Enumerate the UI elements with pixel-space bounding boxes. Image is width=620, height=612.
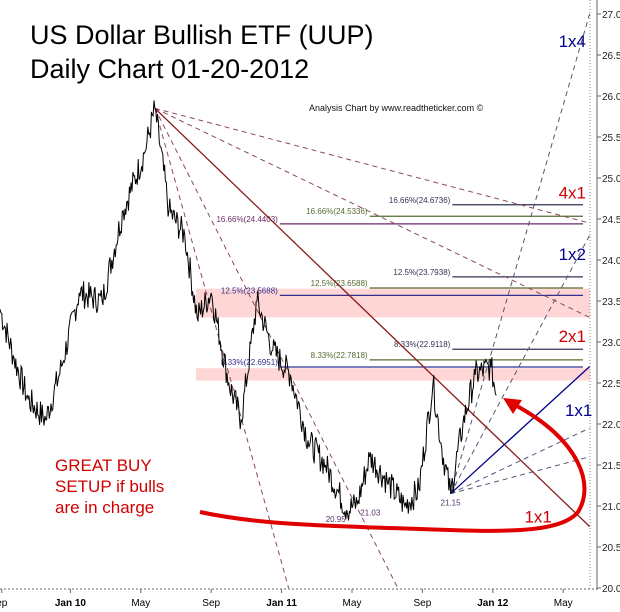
x-tick-label: Sep bbox=[202, 598, 220, 609]
price-point-label: 21.15 bbox=[441, 499, 462, 508]
gann-angle-label: 2x1 bbox=[559, 327, 586, 346]
x-tick-label: Jan 10 bbox=[55, 598, 87, 609]
annotation-line: GREAT BUY bbox=[55, 456, 152, 475]
gann-angle-label: 4x1 bbox=[559, 184, 586, 203]
y-tick-label: 26.0 bbox=[602, 92, 620, 103]
y-tick-label: 24.0 bbox=[602, 256, 620, 267]
y-tick-label: 22.0 bbox=[602, 420, 620, 431]
y-tick-label: 25.0 bbox=[602, 174, 620, 185]
chart-subtitle: Daily Chart 01-20-2012 bbox=[30, 54, 310, 84]
gann-1x1-from-low bbox=[450, 366, 591, 495]
x-tick-label: Jan 11 bbox=[266, 598, 297, 609]
x-tick-label: Sep bbox=[414, 598, 432, 609]
fib-level-label: 16.66%(24.6736) bbox=[389, 196, 451, 205]
gann-angle-label: 1x4 bbox=[559, 32, 586, 51]
y-tick-label: 21.0 bbox=[602, 502, 620, 513]
gann-fan-line-from-low bbox=[450, 456, 590, 495]
fib-level-label: 8.33%(22.9118) bbox=[394, 340, 451, 349]
y-tick-label: 20.5 bbox=[602, 543, 620, 554]
y-tick-label: 23.5 bbox=[602, 297, 620, 308]
x-tick-label: May bbox=[343, 598, 362, 609]
credit-text: Analysis Chart by www.readtheticker.com … bbox=[309, 103, 484, 113]
fib-level-label: 12.5%(23.6588) bbox=[311, 279, 368, 288]
gann-angle-label: 1x2 bbox=[559, 245, 586, 264]
y-tick-label: 26.5 bbox=[602, 51, 620, 62]
gann-angle-label: 1x1 bbox=[524, 507, 551, 526]
fib-level-label: 16.66%(24.5336) bbox=[306, 207, 368, 216]
fib-level-label: 12.5%(23.5688) bbox=[221, 286, 278, 295]
resistance-band bbox=[196, 368, 590, 381]
fib-level-label: 8.33%(22.7818) bbox=[311, 351, 368, 360]
y-tick-label: 24.5 bbox=[602, 215, 620, 226]
y-tick-label: 25.5 bbox=[602, 133, 620, 144]
annotation-line: SETUP if bulls bbox=[55, 477, 165, 496]
gann-fan-line-from-low bbox=[450, 427, 590, 495]
fib-level-label: 12.5%(23.7938) bbox=[393, 268, 450, 277]
gann-fan-line-from-low bbox=[450, 235, 591, 494]
gann-fan-line-from-low bbox=[450, 13, 591, 494]
x-tick-label: May bbox=[131, 598, 150, 609]
fib-level-label: 16.66%(24.4403) bbox=[216, 215, 278, 224]
price-point-label: 21.03 bbox=[360, 509, 381, 518]
y-tick-label: 22.5 bbox=[602, 379, 620, 390]
y-tick-label: 21.5 bbox=[602, 461, 620, 472]
price-point-label: 20.95 bbox=[326, 515, 347, 524]
annotation-line: are in charge bbox=[55, 498, 155, 517]
buy-setup-annotation: GREAT BUY SETUP if bulls are in charge bbox=[55, 455, 225, 518]
gann-1x1-from-high bbox=[154, 107, 591, 527]
y-tick-label: 23.0 bbox=[602, 338, 620, 349]
gann-fan-line-from-high bbox=[154, 107, 590, 224]
chart-title: US Dollar Bullish ETF (UUP) bbox=[30, 20, 374, 50]
gann-angle-label: 1x1 bbox=[565, 401, 592, 420]
x-tick-label: ep bbox=[0, 598, 8, 609]
red-arrow-curve bbox=[199, 403, 587, 533]
y-tick-label: 27.0 bbox=[602, 10, 620, 21]
x-tick-label: Jan 12 bbox=[477, 598, 509, 609]
x-tick-label: May bbox=[554, 598, 573, 609]
y-tick-label: 20.0 bbox=[602, 584, 620, 595]
red-arrow-head-icon bbox=[503, 398, 522, 414]
price-line bbox=[0, 100, 497, 521]
gann-fan-line-from-high bbox=[154, 108, 290, 589]
